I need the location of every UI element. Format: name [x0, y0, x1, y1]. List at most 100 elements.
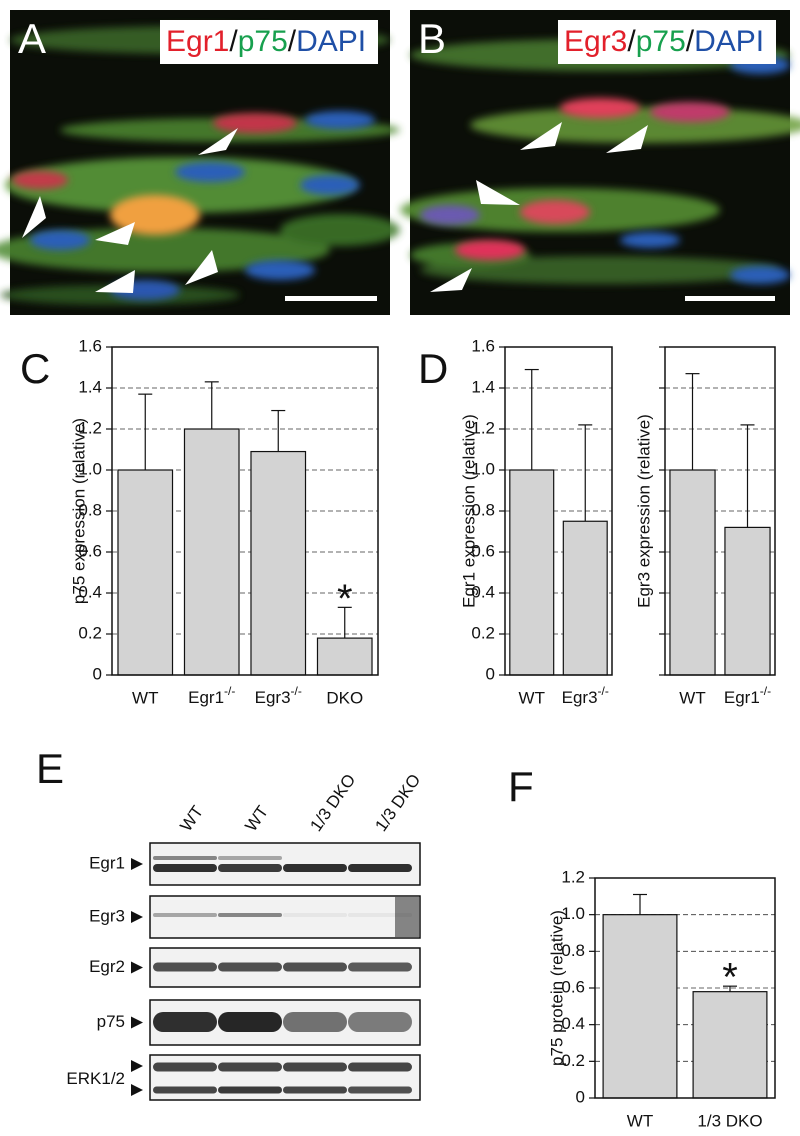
- stain-label-box: [160, 20, 378, 64]
- bar: [117, 469, 174, 676]
- x-tick-label: Egr3-/-: [562, 684, 609, 707]
- bar: [724, 526, 771, 676]
- blot-row-label: Egr1: [89, 853, 125, 872]
- panel-letter: D: [418, 345, 448, 392]
- x-tick-label: WT: [132, 688, 158, 707]
- blot-band: [348, 1062, 412, 1072]
- y-tick-label: 0.4: [78, 582, 102, 601]
- blot-band: [283, 962, 347, 972]
- stain-part: /: [686, 25, 695, 58]
- y-tick-label: 1.6: [78, 336, 102, 355]
- lane-label: 1/3 DKO: [306, 771, 359, 835]
- blot-band: [153, 864, 217, 872]
- y-tick-label: 0: [576, 1087, 585, 1106]
- blot-band: [153, 1062, 217, 1072]
- blot-row-label: Egr3: [89, 906, 125, 925]
- blot-band: [218, 864, 282, 872]
- plot-frame: [111, 346, 379, 676]
- blot-band: [218, 913, 282, 917]
- blot-arrow: [131, 1016, 143, 1029]
- y-tick-label: 1.2: [471, 418, 495, 437]
- bar: [316, 637, 373, 676]
- x-tick-label: Egr1-/-: [724, 684, 771, 707]
- bar: [602, 914, 678, 1099]
- blot-band: [218, 856, 282, 860]
- stain-label: Egr3/p75/DAPI: [564, 25, 764, 58]
- y-tick-label: 0.8: [561, 941, 585, 960]
- y-tick-label: 1.0: [471, 459, 495, 478]
- y-axis-label: Egr3 expression (relative): [634, 414, 653, 608]
- blot-band: [283, 1012, 347, 1032]
- stain-part: DAPI: [694, 25, 764, 58]
- stain-part: /: [229, 25, 238, 58]
- bar: [250, 450, 307, 676]
- blot-band: [283, 1086, 347, 1094]
- y-axis-label: Egr1 expression (relative): [459, 414, 478, 608]
- y-tick-label: 0: [93, 664, 102, 683]
- y-tick-label: 1.6: [471, 336, 495, 355]
- stain-label-box: [558, 20, 776, 64]
- x-tick-label: DKO: [326, 688, 363, 707]
- panel-letter: C: [20, 345, 50, 392]
- y-tick-label: 0.8: [78, 500, 102, 519]
- y-tick-label: 1.2: [561, 867, 585, 886]
- y-tick-label: 0.8: [471, 500, 495, 519]
- lane-label: WT: [176, 802, 207, 835]
- blot-arrow: [131, 1084, 143, 1096]
- blot-band: [153, 962, 217, 972]
- stain-part: p75: [636, 25, 686, 58]
- blot-band: [283, 864, 347, 872]
- blot-arrow: [131, 911, 143, 923]
- blot-arrow: [131, 961, 143, 974]
- blot-band: [348, 962, 412, 972]
- y-tick-label: 1.4: [471, 377, 495, 396]
- blot-band: [218, 1062, 282, 1072]
- blot-band: [153, 1012, 217, 1032]
- blot-arrow: [131, 858, 143, 870]
- panel-letter: B: [418, 15, 446, 62]
- y-tick-label: 0: [486, 664, 495, 683]
- bar: [509, 469, 555, 676]
- blot-row-label: p75: [97, 1012, 125, 1031]
- y-tick-label: 0.2: [78, 623, 102, 642]
- bar: [562, 520, 608, 676]
- panel-letter: A: [18, 15, 46, 62]
- x-tick-label: WT: [519, 688, 545, 707]
- y-tick-label: 1.4: [78, 377, 102, 396]
- lane-label: WT: [241, 802, 272, 835]
- significance-mark: *: [722, 956, 738, 1000]
- stain-label: Egr1/p75/DAPI: [166, 25, 366, 58]
- blot-band: [283, 913, 347, 917]
- bar: [692, 991, 768, 1099]
- blot-smear: [395, 897, 419, 937]
- stain-part: /: [288, 25, 297, 58]
- plot-frame: [664, 346, 776, 676]
- y-axis-label: p75 protein (relative): [547, 910, 566, 1066]
- blot-band: [218, 962, 282, 972]
- x-tick-label: Egr3-/-: [255, 684, 302, 707]
- y-tick-label: 0.6: [471, 541, 495, 560]
- plot-frame: [594, 877, 776, 1099]
- blot-band: [153, 1086, 217, 1094]
- stain-part: DAPI: [296, 25, 366, 58]
- blot-band: [348, 913, 412, 917]
- bar: [669, 469, 716, 676]
- lane-label: 1/3 DKO: [371, 771, 424, 835]
- y-tick-label: 0.6: [561, 977, 585, 996]
- blot-band: [283, 1062, 347, 1072]
- blot-band: [218, 1012, 282, 1032]
- blot-row-label: ERK1/2: [66, 1069, 125, 1088]
- y-axis-label: p75 expression (relative): [69, 418, 88, 604]
- blot-band: [348, 864, 412, 872]
- blot-arrow: [131, 1060, 143, 1072]
- significance-mark: *: [337, 577, 353, 621]
- y-tick-label: 1.2: [78, 418, 102, 437]
- y-tick-label: 0.4: [471, 582, 495, 601]
- stain-part: /: [627, 25, 636, 58]
- blot-band: [218, 1086, 282, 1094]
- stain-part: p75: [238, 25, 288, 58]
- y-tick-label: 0.4: [561, 1014, 585, 1033]
- x-tick-label: 1/3 DKO: [697, 1111, 762, 1130]
- x-tick-label: WT: [679, 688, 705, 707]
